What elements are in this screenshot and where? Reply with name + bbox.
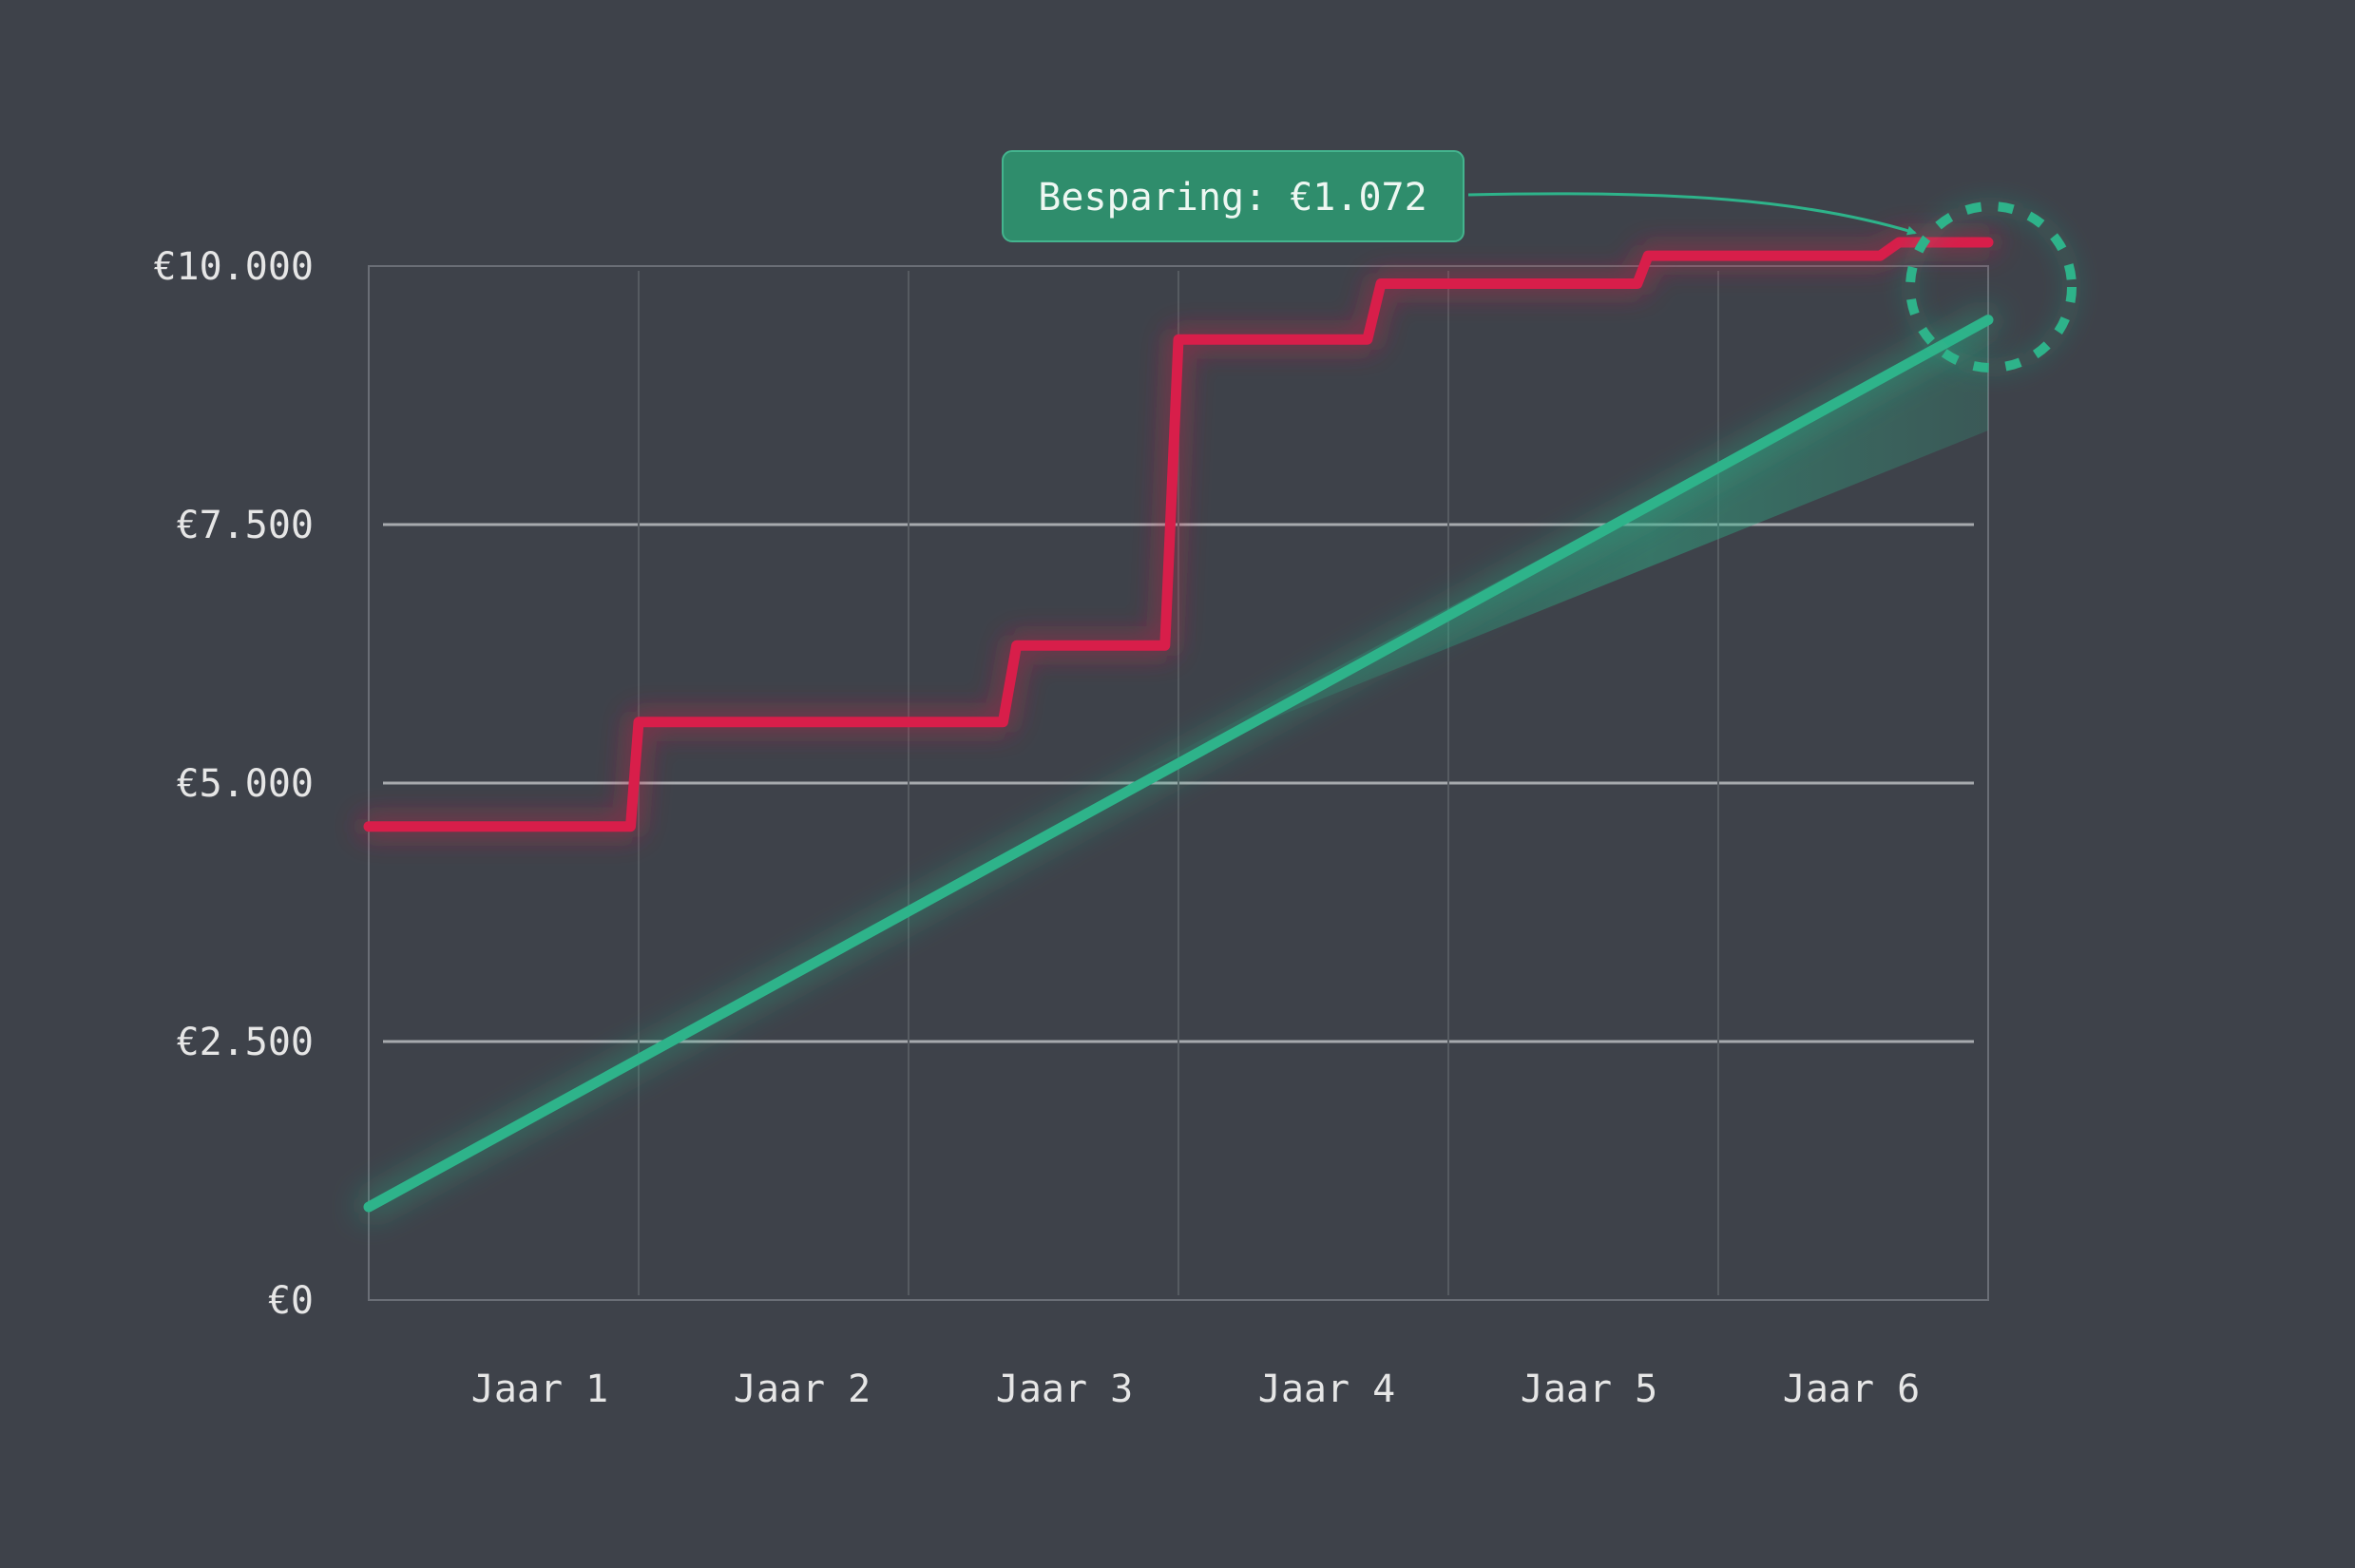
annotation-arrow [1467,192,1917,236]
savings-annotation: Besparing: €1.072 [1002,150,2077,373]
highlight-ring [1905,201,2077,373]
plot-area [368,265,1989,1301]
green-series-line [363,315,1994,1213]
y-tick-label: €5.000 [177,762,315,806]
plot-frame [368,265,1989,1301]
y-axis-tick-labels: €0 €2.500 €5.000 €7.500 €10.000 [153,245,314,1323]
y-tick-label: €7.500 [177,504,315,547]
x-tick-label: Jaar 3 [996,1367,1134,1411]
x-tick-label: Jaar 2 [734,1367,871,1411]
y-tick-label: €10.000 [153,245,314,289]
y-tick-label: €0 [268,1279,314,1323]
x-tick-label: Jaar 4 [1258,1367,1396,1411]
annotation-label: Besparing: €1.072 [1038,176,1426,220]
red-series-line [363,237,1994,832]
y-tick-label: €2.500 [177,1021,315,1064]
x-tick-label: Jaar 5 [1521,1367,1658,1411]
x-tick-label: Jaar 6 [1783,1367,1921,1411]
annotation-box [1002,150,1465,242]
highlight-ring-glow [1905,201,2077,373]
x-axis-tick-labels: Jaar 1 Jaar 2 Jaar 3 Jaar 4 Jaar 5 Jaar 6 [471,1367,1921,1411]
series-lines [358,232,1999,1218]
x-tick-label: Jaar 1 [471,1367,609,1411]
